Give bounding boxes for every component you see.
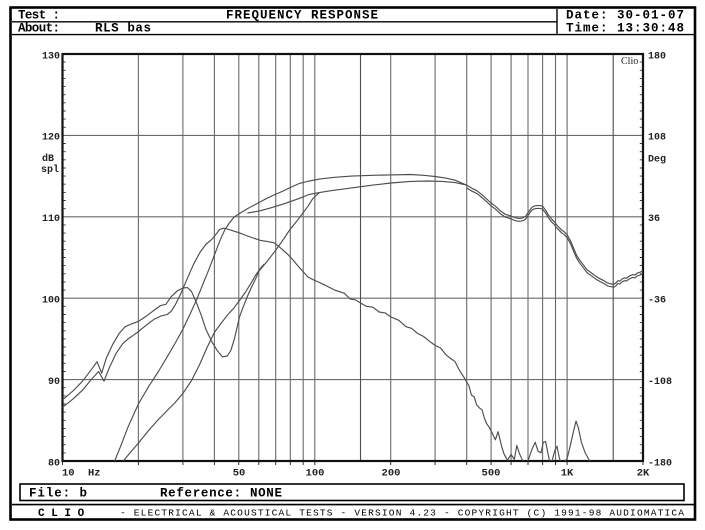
svg-text:110: 110 [42, 214, 60, 225]
svg-text:C L I O: C L I O [38, 508, 85, 520]
svg-text:spl: spl [41, 164, 59, 176]
svg-text:-180: -180 [648, 458, 672, 469]
svg-text:200: 200 [382, 468, 401, 480]
svg-text:100: 100 [306, 468, 325, 480]
svg-text:-108: -108 [648, 377, 672, 388]
svg-text:- ELECTRICAL & ACOUSTICAL TES: - ELECTRICAL & ACOUSTICAL TESTS - VERSIO… [120, 508, 684, 519]
svg-text:File: b: File: b [29, 487, 87, 501]
svg-text:About:: About: [18, 22, 60, 36]
svg-text:80: 80 [48, 458, 60, 469]
svg-text:180: 180 [648, 51, 666, 62]
svg-text:10: 10 [62, 468, 75, 480]
svg-text:100: 100 [42, 296, 60, 307]
svg-text:36: 36 [648, 214, 660, 225]
svg-text:FREQUENCY RESPONSE: FREQUENCY RESPONSE [226, 9, 378, 23]
svg-text:90: 90 [48, 377, 60, 388]
svg-text:Hz: Hz [88, 468, 101, 480]
svg-text:Time: 13:30:48: Time: 13:30:48 [566, 22, 684, 36]
svg-text:50: 50 [233, 468, 246, 480]
svg-text:Test :: Test : [18, 9, 60, 23]
svg-text:500: 500 [482, 468, 501, 480]
svg-text:2K: 2K [637, 468, 650, 480]
svg-text:Clio: Clio [621, 56, 638, 67]
svg-text:RLS bas: RLS bas [95, 22, 151, 36]
svg-text:Reference: NONE: Reference: NONE [160, 487, 282, 501]
svg-text:-36: -36 [648, 296, 666, 307]
svg-text:108: 108 [648, 133, 666, 144]
svg-text:dB: dB [42, 153, 54, 165]
svg-text:120: 120 [42, 133, 60, 144]
svg-text:1K: 1K [561, 468, 574, 480]
svg-text:Deg: Deg [648, 155, 666, 166]
svg-text:130: 130 [42, 51, 60, 62]
svg-text:Date: 30-01-07: Date: 30-01-07 [566, 9, 684, 23]
